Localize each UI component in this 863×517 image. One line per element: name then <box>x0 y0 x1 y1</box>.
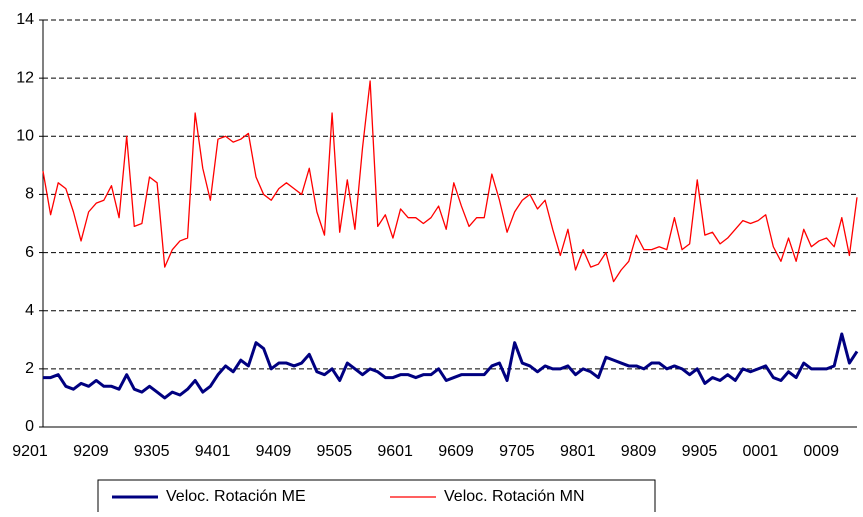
x-tick-label: 9409 <box>256 443 292 460</box>
y-tick-label: 10 <box>16 128 34 145</box>
x-tick-label: 9809 <box>621 443 657 460</box>
y-tick-label: 14 <box>16 11 34 28</box>
y-tick-label: 2 <box>25 360 34 377</box>
legend-label: Veloc. Rotación ME <box>166 488 306 505</box>
data-line <box>42 80 858 283</box>
x-tick-label: 9905 <box>682 443 718 460</box>
legend-box <box>97 479 656 515</box>
x-tick-label: 9401 <box>195 443 231 460</box>
y-tick-label: 12 <box>16 69 34 86</box>
y-tick-label: 6 <box>25 244 34 261</box>
x-tick-label: 9201 <box>12 443 48 460</box>
x-tick-label: 9705 <box>499 443 535 460</box>
x-tick-label: 9601 <box>377 443 413 460</box>
y-tick-label: 8 <box>25 186 34 203</box>
x-tick-label: 9209 <box>73 443 109 460</box>
x-tick-label: 9505 <box>317 443 353 460</box>
y-tick-label: 0 <box>25 418 34 435</box>
y-tick-label: 4 <box>25 302 34 319</box>
x-tick-label: 9801 <box>560 443 596 460</box>
x-tick-label: 9305 <box>134 443 170 460</box>
legend-label: Veloc. Rotación MN <box>444 488 585 505</box>
x-tick-label: 0009 <box>803 443 839 460</box>
x-tick-label: 0001 <box>743 443 779 460</box>
x-tick-label: 9609 <box>438 443 474 460</box>
data-line <box>43 332 859 400</box>
